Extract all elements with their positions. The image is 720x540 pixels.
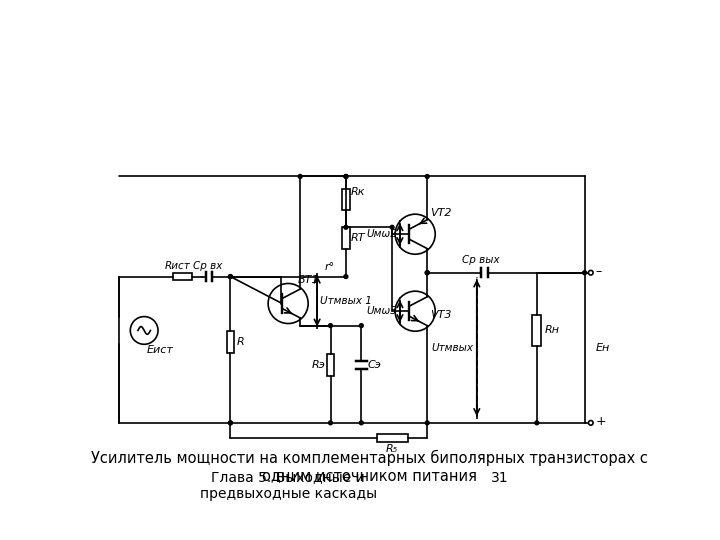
Circle shape — [328, 323, 333, 328]
Circle shape — [426, 174, 429, 178]
Text: Rэ: Rэ — [312, 360, 326, 370]
Text: Cр вх: Cр вх — [193, 261, 222, 271]
Text: Cэ: Cэ — [367, 360, 382, 370]
Text: +: + — [595, 415, 606, 428]
Circle shape — [344, 174, 348, 178]
Circle shape — [344, 275, 348, 279]
Text: ВT1: ВT1 — [297, 275, 319, 286]
Text: VT3: VT3 — [431, 310, 452, 320]
Text: Uтмвых 1: Uтмвых 1 — [320, 296, 372, 306]
Text: Uмѡ3: Uмѡ3 — [366, 306, 397, 316]
Circle shape — [228, 421, 233, 425]
Circle shape — [228, 275, 233, 279]
Bar — [377, 434, 408, 442]
Circle shape — [359, 323, 363, 328]
Circle shape — [426, 271, 429, 275]
Circle shape — [426, 421, 429, 425]
Text: R₅: R₅ — [386, 444, 398, 454]
Bar — [532, 315, 541, 346]
Circle shape — [426, 271, 429, 275]
Circle shape — [328, 421, 333, 425]
Text: Rк: Rк — [351, 187, 365, 197]
Circle shape — [390, 225, 394, 229]
Text: R: R — [237, 337, 244, 347]
Bar — [174, 273, 192, 280]
Text: r°: r° — [324, 261, 335, 272]
Text: RТ: RТ — [351, 233, 365, 243]
Circle shape — [344, 225, 348, 229]
Text: Rн: Rн — [544, 326, 559, 335]
Text: Rист: Rист — [165, 261, 191, 271]
Circle shape — [582, 271, 587, 275]
Text: Eн: Eн — [595, 343, 610, 353]
Circle shape — [344, 174, 348, 178]
Text: Uтмвых: Uтмвых — [432, 343, 474, 353]
Bar — [327, 354, 334, 376]
Bar — [342, 227, 350, 249]
Text: Eист: Eист — [146, 346, 174, 355]
Text: Глава 5. Выходные и
предвыходные каскады: Глава 5. Выходные и предвыходные каскады — [199, 470, 377, 501]
Circle shape — [535, 421, 539, 425]
Circle shape — [228, 275, 233, 279]
Text: 31: 31 — [491, 470, 509, 484]
Text: Усилитель мощности на комплементарных биполярных транзисторах с
одним источником: Усилитель мощности на комплементарных би… — [91, 450, 647, 483]
Text: Uмѡ2: Uмѡ2 — [366, 229, 397, 239]
Circle shape — [359, 421, 363, 425]
Text: –: – — [595, 265, 602, 278]
Bar — [342, 189, 350, 211]
Text: Cр вых: Cр вых — [462, 255, 500, 265]
Circle shape — [228, 421, 233, 425]
Bar — [227, 331, 234, 353]
Text: VT2: VT2 — [431, 208, 452, 218]
Circle shape — [298, 174, 302, 178]
